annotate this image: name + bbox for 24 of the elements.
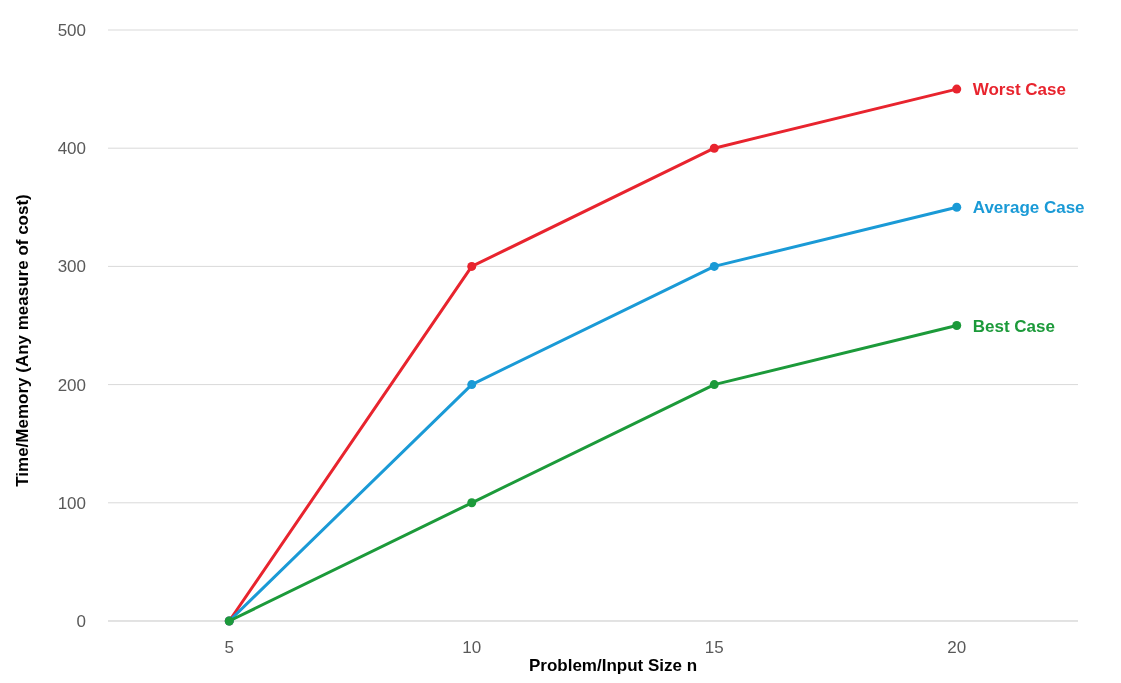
x-tick-label: 20 <box>947 638 967 657</box>
y-tick-label: 500 <box>57 20 86 40</box>
point <box>467 261 477 271</box>
x-tick-label: 10 <box>462 638 482 657</box>
point <box>952 321 962 330</box>
point <box>952 202 962 212</box>
point <box>709 380 719 390</box>
y-tick-label: 400 <box>57 139 86 159</box>
y-tick-label: 300 <box>57 257 86 277</box>
point <box>467 380 477 390</box>
point <box>952 84 962 94</box>
point <box>467 498 477 508</box>
x-axis-title: Problem/Input Size n <box>528 656 698 675</box>
y-axis-title: Time/Memory (Any measure of cost) <box>13 194 32 487</box>
point <box>709 261 719 271</box>
y-tick-label: 100 <box>57 493 86 513</box>
x-tick-label: 15 <box>704 638 724 657</box>
series-label: Best Case <box>972 316 1055 336</box>
series-label: Average Case <box>972 198 1085 218</box>
x-tick-label: 5 <box>224 638 234 657</box>
point <box>709 143 719 153</box>
series-label: Worst Case <box>972 80 1066 100</box>
y-tick-label: 0 <box>76 611 86 631</box>
y-tick-label: 200 <box>57 375 86 395</box>
